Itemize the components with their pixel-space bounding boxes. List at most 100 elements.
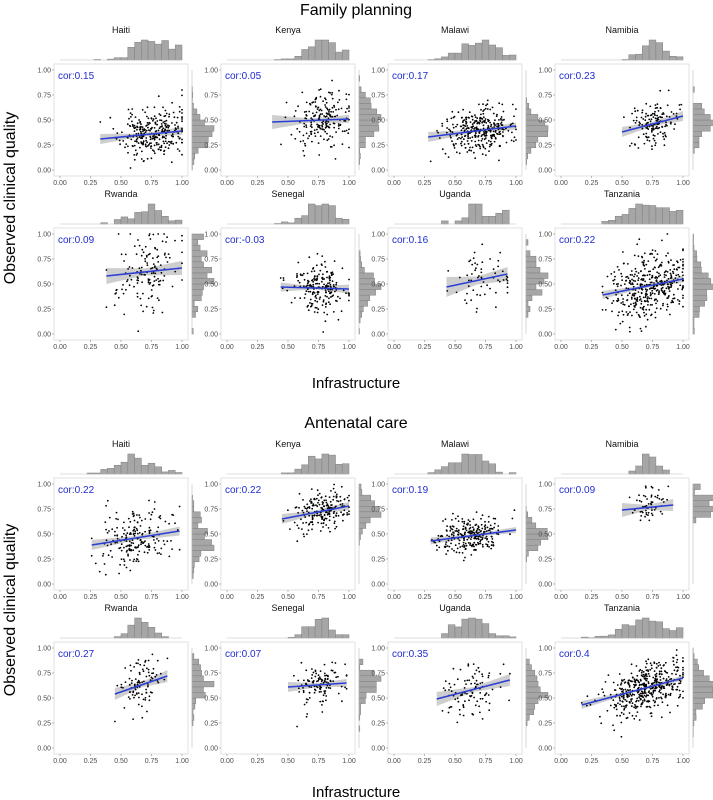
data-point: [640, 705, 642, 708]
data-point: [651, 275, 654, 277]
data-point: [643, 264, 646, 267]
x-axis-label-antenatal-care: Infrastructure: [312, 784, 400, 800]
data-point: [137, 662, 139, 665]
x-tick-label: 1.00: [342, 758, 356, 765]
data-point: [136, 558, 139, 561]
histogram-bar: [648, 620, 657, 639]
data-point: [460, 144, 463, 147]
data-point: [631, 278, 633, 281]
data-point: [492, 134, 495, 137]
data-point: [330, 274, 333, 277]
data-point: [137, 560, 140, 563]
data-point: [133, 144, 136, 147]
y-tick-label: 0.25: [538, 307, 552, 314]
data-point: [631, 314, 633, 317]
data-point: [489, 143, 491, 146]
data-point: [467, 137, 469, 140]
data-point: [659, 679, 662, 681]
data-point: [144, 245, 147, 248]
data-point: [647, 121, 649, 124]
data-point: [501, 270, 504, 273]
data-point: [126, 279, 129, 281]
data-point: [659, 307, 662, 310]
data-point: [649, 662, 652, 665]
data-point: [137, 142, 140, 145]
histogram-bar: [134, 212, 142, 225]
data-point: [324, 692, 326, 695]
data-point: [653, 282, 655, 284]
histogram-bar: [191, 703, 196, 710]
data-point: [451, 525, 454, 527]
data-point: [144, 131, 147, 134]
panel-title: Malawi: [441, 25, 469, 35]
data-point: [311, 681, 314, 683]
histogram-bar: [655, 465, 663, 475]
data-point: [157, 95, 160, 98]
data-point: [330, 507, 333, 509]
data-point: [178, 548, 181, 551]
panel-frame: [53, 227, 189, 341]
data-point: [647, 503, 650, 505]
x-tick-label: 0.50: [114, 344, 128, 351]
data-point: [139, 539, 142, 542]
data-point: [321, 711, 324, 713]
data-point: [324, 260, 326, 263]
data-point: [154, 675, 157, 678]
data-point: [312, 285, 314, 288]
histogram-bar: [335, 51, 343, 61]
panel-title: Haiti: [112, 25, 130, 35]
data-point: [653, 256, 655, 259]
data-point: [470, 538, 472, 540]
data-point: [478, 705, 480, 708]
histogram-bar: [358, 528, 363, 535]
data-point: [109, 549, 112, 552]
histogram-bar: [191, 697, 197, 704]
data-point: [672, 297, 674, 300]
data-point: [309, 302, 311, 304]
data-point: [306, 713, 309, 715]
data-point: [658, 685, 660, 688]
x-tick-label: 0.25: [418, 344, 432, 351]
data-point: [321, 121, 323, 124]
data-point: [478, 670, 481, 673]
data-point: [476, 700, 479, 703]
data-point: [476, 117, 479, 119]
data-point: [474, 140, 477, 143]
data-point: [120, 253, 123, 256]
data-point: [461, 545, 464, 548]
data-point: [181, 234, 183, 237]
data-point: [630, 700, 633, 702]
data-point: [147, 671, 150, 674]
data-point: [173, 116, 176, 119]
data-point: [293, 521, 296, 524]
y-tick-label: 1.00: [204, 646, 218, 653]
data-point: [661, 286, 664, 289]
data-point: [331, 106, 334, 109]
data-point: [666, 271, 669, 273]
data-point: [156, 256, 159, 259]
data-point: [324, 295, 327, 297]
data-point: [448, 545, 451, 548]
y-tick-label: 1.00: [538, 646, 552, 653]
data-point: [338, 89, 340, 92]
panel-family-planning-senegal: Senegalcor:-0.030.000.000.250.250.500.50…: [204, 189, 382, 351]
data-point: [652, 268, 655, 271]
data-point: [130, 138, 133, 141]
data-point: [286, 289, 289, 292]
data-point: [114, 534, 116, 537]
data-point: [303, 285, 305, 287]
data-point: [144, 111, 147, 114]
data-point: [475, 531, 478, 533]
data-point: [104, 573, 107, 576]
data-point: [136, 137, 139, 140]
data-point: [348, 299, 350, 302]
data-point: [164, 120, 166, 123]
data-point: [480, 108, 482, 111]
data-point: [325, 291, 327, 294]
data-point: [308, 697, 311, 699]
data-point: [467, 663, 470, 666]
data-point: [656, 103, 659, 105]
data-point: [114, 541, 117, 544]
data-point: [140, 519, 143, 522]
data-point: [484, 528, 486, 531]
